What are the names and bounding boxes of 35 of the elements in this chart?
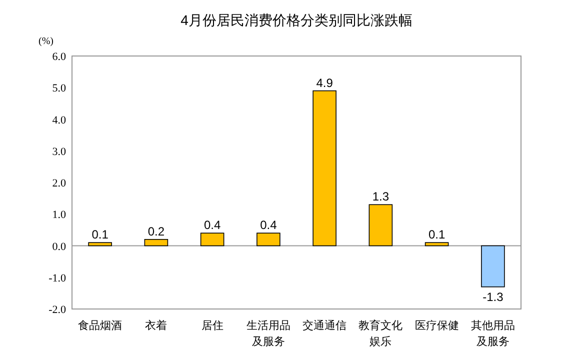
x-tick-label: 食品烟酒	[78, 319, 122, 332]
data-label: 0.1	[92, 228, 109, 242]
bar	[200, 232, 224, 246]
y-tick-label: 4.0	[52, 114, 66, 126]
data-label: 0.4	[260, 218, 278, 232]
x-tick-label: 衣着	[145, 319, 168, 332]
y-tick-label: 0.0	[52, 240, 66, 253]
data-label: 4.9	[316, 76, 334, 90]
data-label: 0.2	[148, 224, 165, 238]
chart-title: 4月份居民消费价格分类别同比涨跌幅	[180, 12, 412, 28]
y-tick-label: -1.0	[48, 272, 66, 284]
bar	[368, 204, 393, 246]
x-tick-label: 其他用品及服务	[470, 319, 515, 348]
y-tick-label: 2.0	[52, 178, 66, 190]
x-tick-label: 交通通信	[302, 319, 347, 332]
bar	[424, 242, 449, 246]
x-tick-label: 居住	[201, 320, 224, 332]
data-label: -1.3	[482, 290, 504, 304]
x-tick-label: 医疗保健	[414, 319, 459, 332]
x-tick-label: 生活用品及服务	[246, 319, 290, 348]
y-tick-label: 6.0	[52, 51, 66, 63]
y-axis-title: (%)	[38, 36, 54, 47]
bar	[88, 242, 112, 246]
data-label: 1.3	[372, 190, 390, 204]
data-label: 0.1	[428, 228, 446, 242]
y-tick-label: -2.0	[48, 304, 66, 316]
x-tick-label: 教育文化娱乐	[358, 319, 403, 348]
bar	[312, 90, 336, 246]
y-tick-label: 5.0	[52, 82, 66, 95]
bar	[256, 232, 280, 246]
bar	[144, 239, 168, 246]
data-label: 0.4	[204, 218, 221, 232]
y-tick-label: 3.0	[52, 146, 66, 158]
bar	[481, 245, 505, 288]
y-tick-label: 1.0	[52, 209, 66, 222]
